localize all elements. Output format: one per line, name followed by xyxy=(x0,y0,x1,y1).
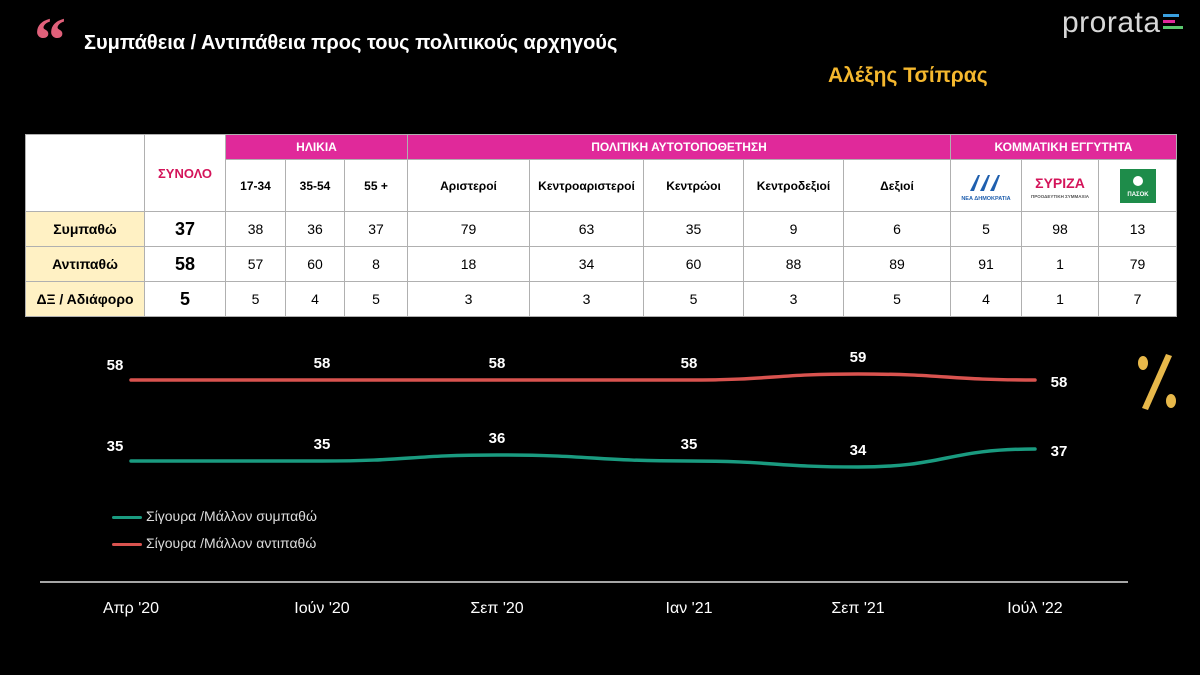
table-cell: 6 xyxy=(843,211,951,247)
subheader-55-plus: 55 + xyxy=(344,159,408,212)
table-cell: 5 xyxy=(643,281,744,317)
table-cell: 60 xyxy=(643,246,744,282)
table-cell: 4 xyxy=(950,281,1022,317)
pasok-logo: ΠΑΣΟΚ xyxy=(1119,168,1156,203)
prorata-bars-icon xyxy=(1163,14,1185,36)
subheader-17-34: 17-34 xyxy=(225,159,286,212)
table-cell: 7 xyxy=(1098,281,1177,317)
x-tick-label: Ιούλ '22 xyxy=(1007,600,1062,617)
percent-icon xyxy=(1138,354,1176,410)
data-label: 35 xyxy=(681,436,698,453)
table-cell: 37 xyxy=(344,211,408,247)
row-label: Συμπαθώ xyxy=(25,211,145,247)
data-label: 34 xyxy=(850,442,867,459)
series-line-1 xyxy=(129,447,1037,469)
subheader-center-left: Κεντροαριστεροί xyxy=(529,159,644,212)
legend-swatch-sympathy xyxy=(112,515,142,519)
table-cell: 79 xyxy=(1098,246,1177,282)
table-row: ΔΞ / Αδιάφορο 5 5 4 5 3 3 5 3 5 4 1 7 xyxy=(25,281,1177,317)
party-pasok-cell: ΠΑΣΟΚ xyxy=(1098,159,1177,212)
data-label: 36 xyxy=(489,430,506,447)
data-label: 58 xyxy=(489,355,506,372)
quote-mark-icon: “ xyxy=(34,4,66,75)
table-cell: 5 xyxy=(843,281,951,317)
group-header-ideology: ΠΟΛΙΤΙΚΗ ΑΥΤΟΤΟΠΟΘΕΤΗΣΗ xyxy=(407,134,951,160)
data-label: 59 xyxy=(850,349,867,366)
legend-item-sympathy: Σίγουρα /Μάλλον συμπαθώ xyxy=(112,508,317,524)
pasok-text: ΠΑΣΟΚ xyxy=(1127,192,1149,198)
table-cell: 63 xyxy=(529,211,644,247)
table-cell: 1 xyxy=(1021,246,1099,282)
x-tick-label: Σεπ '20 xyxy=(470,600,523,617)
table-row: Συμπαθώ 37 38 36 37 79 63 35 9 6 5 98 13 xyxy=(25,211,1177,247)
corner-cell xyxy=(25,134,145,212)
x-tick-label: Απρ '20 xyxy=(103,600,159,617)
legend-label-sympathy: Σίγουρα /Μάλλον συμπαθώ xyxy=(146,508,317,524)
data-label: 58 xyxy=(1051,374,1068,391)
party-syriza-cell: ΣΥΡΙΖΑ ΠΡΟΟΔΕΥΤΙΚΗ ΣΥΜΜΑΧΙΑ xyxy=(1021,159,1099,212)
x-tick-label: Ιαν '21 xyxy=(666,600,713,617)
syriza-logo: ΣΥΡΙΖΑ ΠΡΟΟΔΕΥΤΙΚΗ ΣΥΜΜΑΧΙΑ xyxy=(1031,175,1090,199)
syriza-caption: ΠΡΟΟΔΕΥΤΙΚΗ ΣΥΜΜΑΧΙΑ xyxy=(1031,194,1090,199)
subheader-right: Δεξιοί xyxy=(843,159,951,212)
prorata-logo: prorata xyxy=(1062,6,1161,39)
table-cell: 1 xyxy=(1021,281,1099,317)
data-label: 58 xyxy=(681,355,698,372)
table-cell: 57 xyxy=(225,246,286,282)
x-tick-label: Ιούν '20 xyxy=(294,600,349,617)
table-cell: 98 xyxy=(1021,211,1099,247)
group-header-party: ΚΟΜΜΑΤΙΚΗ ΕΓΓΥΤΗΤΑ xyxy=(950,134,1177,160)
line-chart: 58 58 58 58 59 58 35 35 36 35 34 37 Απρ '20 Ιούν '20 Σ… xyxy=(40,349,1128,617)
legend-label-antipathy: Σίγουρα /Μάλλον αντιπαθώ xyxy=(146,535,317,551)
series-line-0 xyxy=(129,372,1037,382)
survey-table: ΣΥΝΟΛΟ ΗΛΙΚΙΑ ΠΟΛΙΤΙΚΗ ΑΥΤΟΤΟΠΟΘΕΤΗΣΗ ΚΟ… xyxy=(25,134,1177,317)
table-cell: 34 xyxy=(529,246,644,282)
row-label: ΔΞ / Αδιάφορο xyxy=(25,281,145,317)
subheader-35-54: 35-54 xyxy=(285,159,345,212)
table-cell: 4 xyxy=(285,281,345,317)
table-cell: 5 xyxy=(225,281,286,317)
table-cell: 18 xyxy=(407,246,530,282)
party-nd-cell: ΝΕΑ ΔΗΜΟΚΡΑΤΙΑ xyxy=(950,159,1022,212)
subheader-center: Κεντρώοι xyxy=(643,159,744,212)
nea-dimokratia-logo: ΝΕΑ ΔΗΜΟΚΡΑΤΙΑ xyxy=(961,174,1011,202)
row-total: 58 xyxy=(144,246,226,282)
table-cell: 91 xyxy=(950,246,1022,282)
table-cell: 5 xyxy=(344,281,408,317)
total-header: ΣΥΝΟΛΟ xyxy=(144,134,226,212)
row-label: Αντιπαθώ xyxy=(25,246,145,282)
row-total: 37 xyxy=(144,211,226,247)
table-cell: 8 xyxy=(344,246,408,282)
legend-item-antipathy: Σίγουρα /Μάλλον αντιπαθώ xyxy=(112,535,316,551)
table-cell: 3 xyxy=(529,281,644,317)
subheader-left: Αριστεροί xyxy=(407,159,530,212)
x-tick-label: Σεπ '21 xyxy=(831,600,884,617)
data-label: 35 xyxy=(314,436,331,453)
table-cell: 9 xyxy=(743,211,844,247)
group-header-age: ΗΛΙΚΙΑ xyxy=(225,134,408,160)
data-label: 58 xyxy=(107,357,124,374)
table-cell: 88 xyxy=(743,246,844,282)
table-cell: 13 xyxy=(1098,211,1177,247)
table-cell: 89 xyxy=(843,246,951,282)
nd-caption: ΝΕΑ ΔΗΜΟΚΡΑΤΙΑ xyxy=(961,196,1010,202)
subheader-center-right: Κεντροδεξιοί xyxy=(743,159,844,212)
syriza-text: ΣΥΡΙΖΑ xyxy=(1035,175,1085,191)
table-cell: 60 xyxy=(285,246,345,282)
row-total: 5 xyxy=(144,281,226,317)
politician-name: Αλέξης Τσίπρας xyxy=(828,64,988,87)
table-row: Αντιπαθώ 58 57 60 8 18 34 60 88 89 91 1 79 xyxy=(25,246,1177,282)
table-cell: 5 xyxy=(950,211,1022,247)
table-cell: 36 xyxy=(285,211,345,247)
table-cell: 3 xyxy=(407,281,530,317)
table-cell: 38 xyxy=(225,211,286,247)
table-cell: 35 xyxy=(643,211,744,247)
legend-swatch-antipathy xyxy=(112,542,142,546)
data-label: 37 xyxy=(1051,443,1068,460)
table-cell: 79 xyxy=(407,211,530,247)
data-label: 35 xyxy=(107,438,124,455)
page-title: Συμπάθεια / Αντιπάθεια προς τους πολιτικ… xyxy=(84,32,618,54)
table-cell: 3 xyxy=(743,281,844,317)
data-label: 58 xyxy=(314,355,331,372)
